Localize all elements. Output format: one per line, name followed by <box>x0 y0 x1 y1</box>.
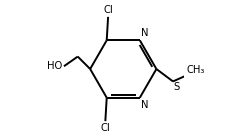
Text: CH₃: CH₃ <box>185 65 204 75</box>
Text: S: S <box>173 82 179 92</box>
Text: Cl: Cl <box>100 123 110 132</box>
Text: HO: HO <box>47 61 62 71</box>
Text: N: N <box>141 100 148 110</box>
Text: N: N <box>141 28 148 38</box>
Text: Cl: Cl <box>103 6 112 15</box>
